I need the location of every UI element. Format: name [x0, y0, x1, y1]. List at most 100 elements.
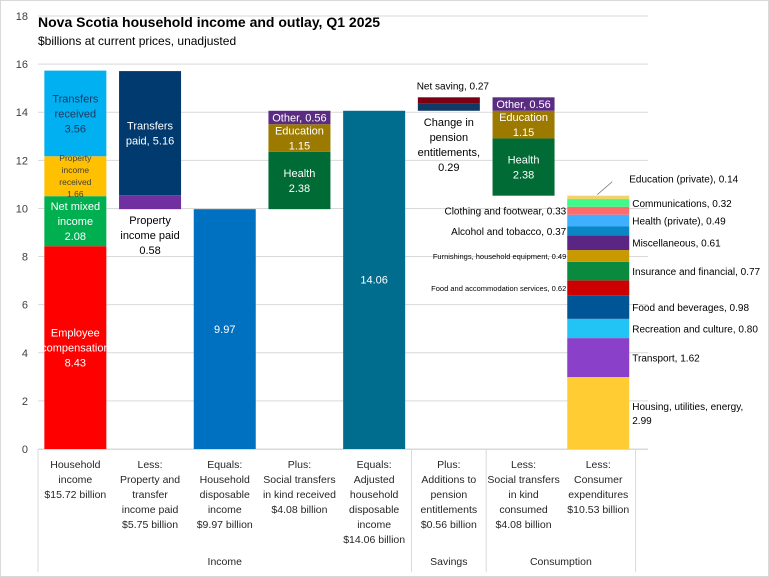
x-tick-label: income	[208, 504, 242, 516]
data-label: 2.38	[513, 169, 534, 181]
bar-segment	[44, 156, 107, 197]
data-label: 2.08	[65, 231, 86, 243]
x-tick-label: $4.08 billion	[496, 519, 552, 531]
data-label: 14.06	[360, 275, 388, 287]
y-tick-label: 18	[16, 11, 28, 23]
data-label: Transfers	[52, 93, 99, 105]
data-label: Property	[59, 153, 92, 163]
data-label: Miscellaneous, 0.61	[632, 239, 721, 250]
bars	[44, 70, 630, 449]
data-label: 1.15	[289, 140, 310, 152]
x-tick-label: in kind received	[263, 489, 336, 501]
x-tick-label: disposable	[200, 489, 250, 501]
y-tick-label: 6	[22, 300, 28, 312]
y-axis: 0 2 4 6 8 10 12 14 16 18	[16, 11, 28, 456]
bar-segment	[492, 110, 555, 139]
bar-segment	[567, 338, 630, 378]
data-label: 8.43	[65, 357, 86, 369]
x-tick-label: Plus:	[437, 459, 460, 471]
chart-title: Nova Scotia household income and outlay,…	[38, 14, 381, 30]
data-labels: Employee compensation 8.43 Net mixed income 2…	[41, 81, 760, 427]
x-tick-label: pension	[430, 489, 467, 501]
x-tick-label: Equals:	[207, 459, 242, 471]
data-label: Recreation and culture, 0.80	[632, 324, 758, 335]
x-tick-label: $15.72 billion	[44, 489, 106, 501]
x-tick-label: Less:	[586, 459, 611, 471]
bar-segment	[44, 246, 107, 449]
x-tick-label: Less:	[511, 459, 536, 471]
data-label: Net mixed	[51, 201, 101, 213]
data-label: Property	[129, 215, 171, 227]
bar-segment	[567, 295, 630, 319]
data-label: pension	[430, 132, 469, 144]
data-label: Insurance and financial, 0.77	[632, 267, 760, 278]
data-label: Communications, 0.32	[632, 199, 732, 210]
bar-segment	[417, 103, 480, 111]
bar-segment	[343, 110, 406, 449]
y-tick-label: 0	[22, 444, 28, 456]
x-tick-label: Social transfers	[487, 474, 559, 486]
data-label: 9.97	[214, 324, 235, 336]
bar-segment	[492, 97, 555, 111]
x-tick-label: Household	[50, 459, 100, 471]
data-label: Other, 0.56	[272, 112, 326, 124]
data-label: 2.99	[632, 416, 652, 427]
x-tick-label: Less:	[137, 459, 162, 471]
data-label: Education	[275, 125, 324, 137]
data-label: Health	[284, 168, 316, 180]
data-label: Education	[499, 112, 548, 124]
data-label: income	[58, 216, 93, 228]
y-tick-label: 12	[16, 155, 28, 167]
y-tick-label: 2	[22, 396, 28, 408]
x-tick-label: income	[58, 474, 92, 486]
data-label: received	[55, 108, 97, 120]
data-label: received	[59, 177, 91, 187]
data-label: Other, 0.56	[496, 99, 550, 111]
x-tick-label: expenditures	[568, 489, 628, 501]
x-tick-label: Plus:	[288, 459, 311, 471]
x-tick-label: transfer	[132, 489, 168, 501]
data-label: income	[62, 165, 90, 175]
leader-line	[596, 181, 613, 195]
bar-segment	[567, 261, 630, 281]
x-tick-label: $5.75 billion	[122, 519, 178, 531]
bar-segment	[567, 377, 630, 449]
data-label: 3.56	[65, 123, 86, 135]
x-tick-label: Adjusted	[354, 474, 395, 486]
bar-segment	[268, 124, 331, 152]
data-label: paid, 5.16	[126, 136, 174, 148]
x-axis: Household income $15.72 billion Less: Proper…	[37, 449, 648, 572]
bar-segment	[44, 70, 107, 157]
x-tick-label: $4.08 billion	[271, 504, 327, 516]
chart-subtitle: $billions at current prices, unadjusted	[38, 34, 237, 48]
data-label: entitlements,	[418, 147, 480, 159]
data-label: 0.58	[139, 245, 160, 257]
data-label: Housing, utilities, energy,	[632, 402, 743, 413]
x-tick-label: $0.56 billion	[421, 519, 477, 531]
data-label: Transport, 1.62	[632, 354, 700, 365]
data-label: Clothing and footwear, 0.33	[444, 207, 566, 218]
bar-segment	[567, 195, 630, 200]
bar-segment	[567, 318, 630, 339]
bar-segment	[567, 280, 630, 296]
x-tick-label: $9.97 billion	[197, 519, 253, 531]
y-tick-label: 10	[16, 203, 28, 215]
bar-segment	[119, 195, 182, 210]
y-tick-label: 4	[22, 348, 28, 360]
bar-segment	[567, 206, 630, 215]
group-label: Income	[208, 556, 243, 568]
data-label: Health	[508, 154, 540, 166]
bar-segment	[119, 71, 182, 196]
x-tick-label: income paid	[122, 504, 179, 516]
bar-segment	[567, 199, 630, 207]
data-label: 0.29	[438, 162, 459, 174]
x-tick-label: household	[350, 489, 399, 501]
x-tick-label: $10.53 billion	[567, 504, 629, 516]
bar-segment	[567, 226, 630, 236]
bar-segment	[567, 214, 630, 227]
data-label: income paid	[120, 230, 179, 242]
data-label: Net saving, 0.27	[417, 81, 490, 92]
data-label: 1.15	[513, 127, 534, 139]
x-tick-label: Social transfers	[263, 474, 335, 486]
